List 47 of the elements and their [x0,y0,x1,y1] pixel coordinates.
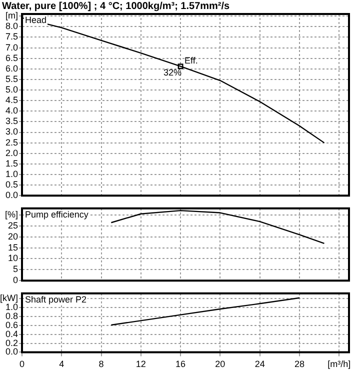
y-tick-label: 4.5 [5,95,18,106]
y-tick-label: 0.8 [5,311,18,322]
x-tick-label: 4 [59,359,64,370]
y-tick-label: 1.0 [5,168,18,179]
chart-title: Shaft power P2 [25,294,87,304]
y-tick-label: 3.5 [5,116,18,126]
y-tick-label: 2.0 [5,148,18,158]
y-tick-label: 8.0 [5,21,18,32]
y-tick-label: 7.0 [5,42,18,52]
y-tick-label: [%] [4,209,18,220]
annotation: 32% [164,67,182,78]
y-tick-label: 3.0 [5,126,18,137]
y-tick-label: 0.5 [5,180,18,190]
chart-title: Pump efficiency [25,209,89,220]
y-tick-label: 0.6 [5,320,18,330]
y-tick-label: 5 [12,264,18,274]
y-tick-label: [kW] [0,293,18,304]
y-tick-label: 5.0 [5,84,18,95]
y-tick-label: 6.5 [5,52,18,63]
x-tick-label: 8 [98,359,104,370]
text: Water, pure [100%] ; 4 °C; 1000kg/m³; 1.57mm²/s [2,0,230,12]
x-tick-label: [m³/h] [328,359,351,370]
y-tick-label: 0 [12,275,18,286]
x-tick-label: 0 [19,359,25,370]
x-tick-label: 24 [254,359,265,370]
y-tick-label: 1.0 [5,302,18,312]
y-tick-label: 1.5 [5,158,18,168]
y-tick-label: 25 [8,220,18,230]
y-tick-label: 15 [8,242,18,252]
y-tick-label: 20 [8,231,18,242]
annotation: Eff. [184,55,198,66]
y-tick-label: [m] [6,10,18,21]
y-tick-label: 0.0 [5,190,18,200]
y-tick-label: 7.5 [5,32,18,42]
x-tick-label: 16 [176,359,186,370]
y-tick-label: 5.5 [5,74,18,84]
y-tick-label: 0.2 [5,338,18,348]
y-tick-label: 2.5 [5,137,18,148]
y-tick-label: 4.0 [5,106,18,116]
y-tick-label: 0.4 [5,328,18,339]
chart-title: Head [25,14,47,25]
y-tick-label: 10 [8,253,18,264]
x-tick-label: 12 [136,359,146,370]
y-tick-label: 0.0 [5,346,18,357]
x-tick-label: 20 [215,359,226,370]
x-tick-label: 28 [294,359,304,370]
y-tick-label: 6.0 [5,63,18,74]
